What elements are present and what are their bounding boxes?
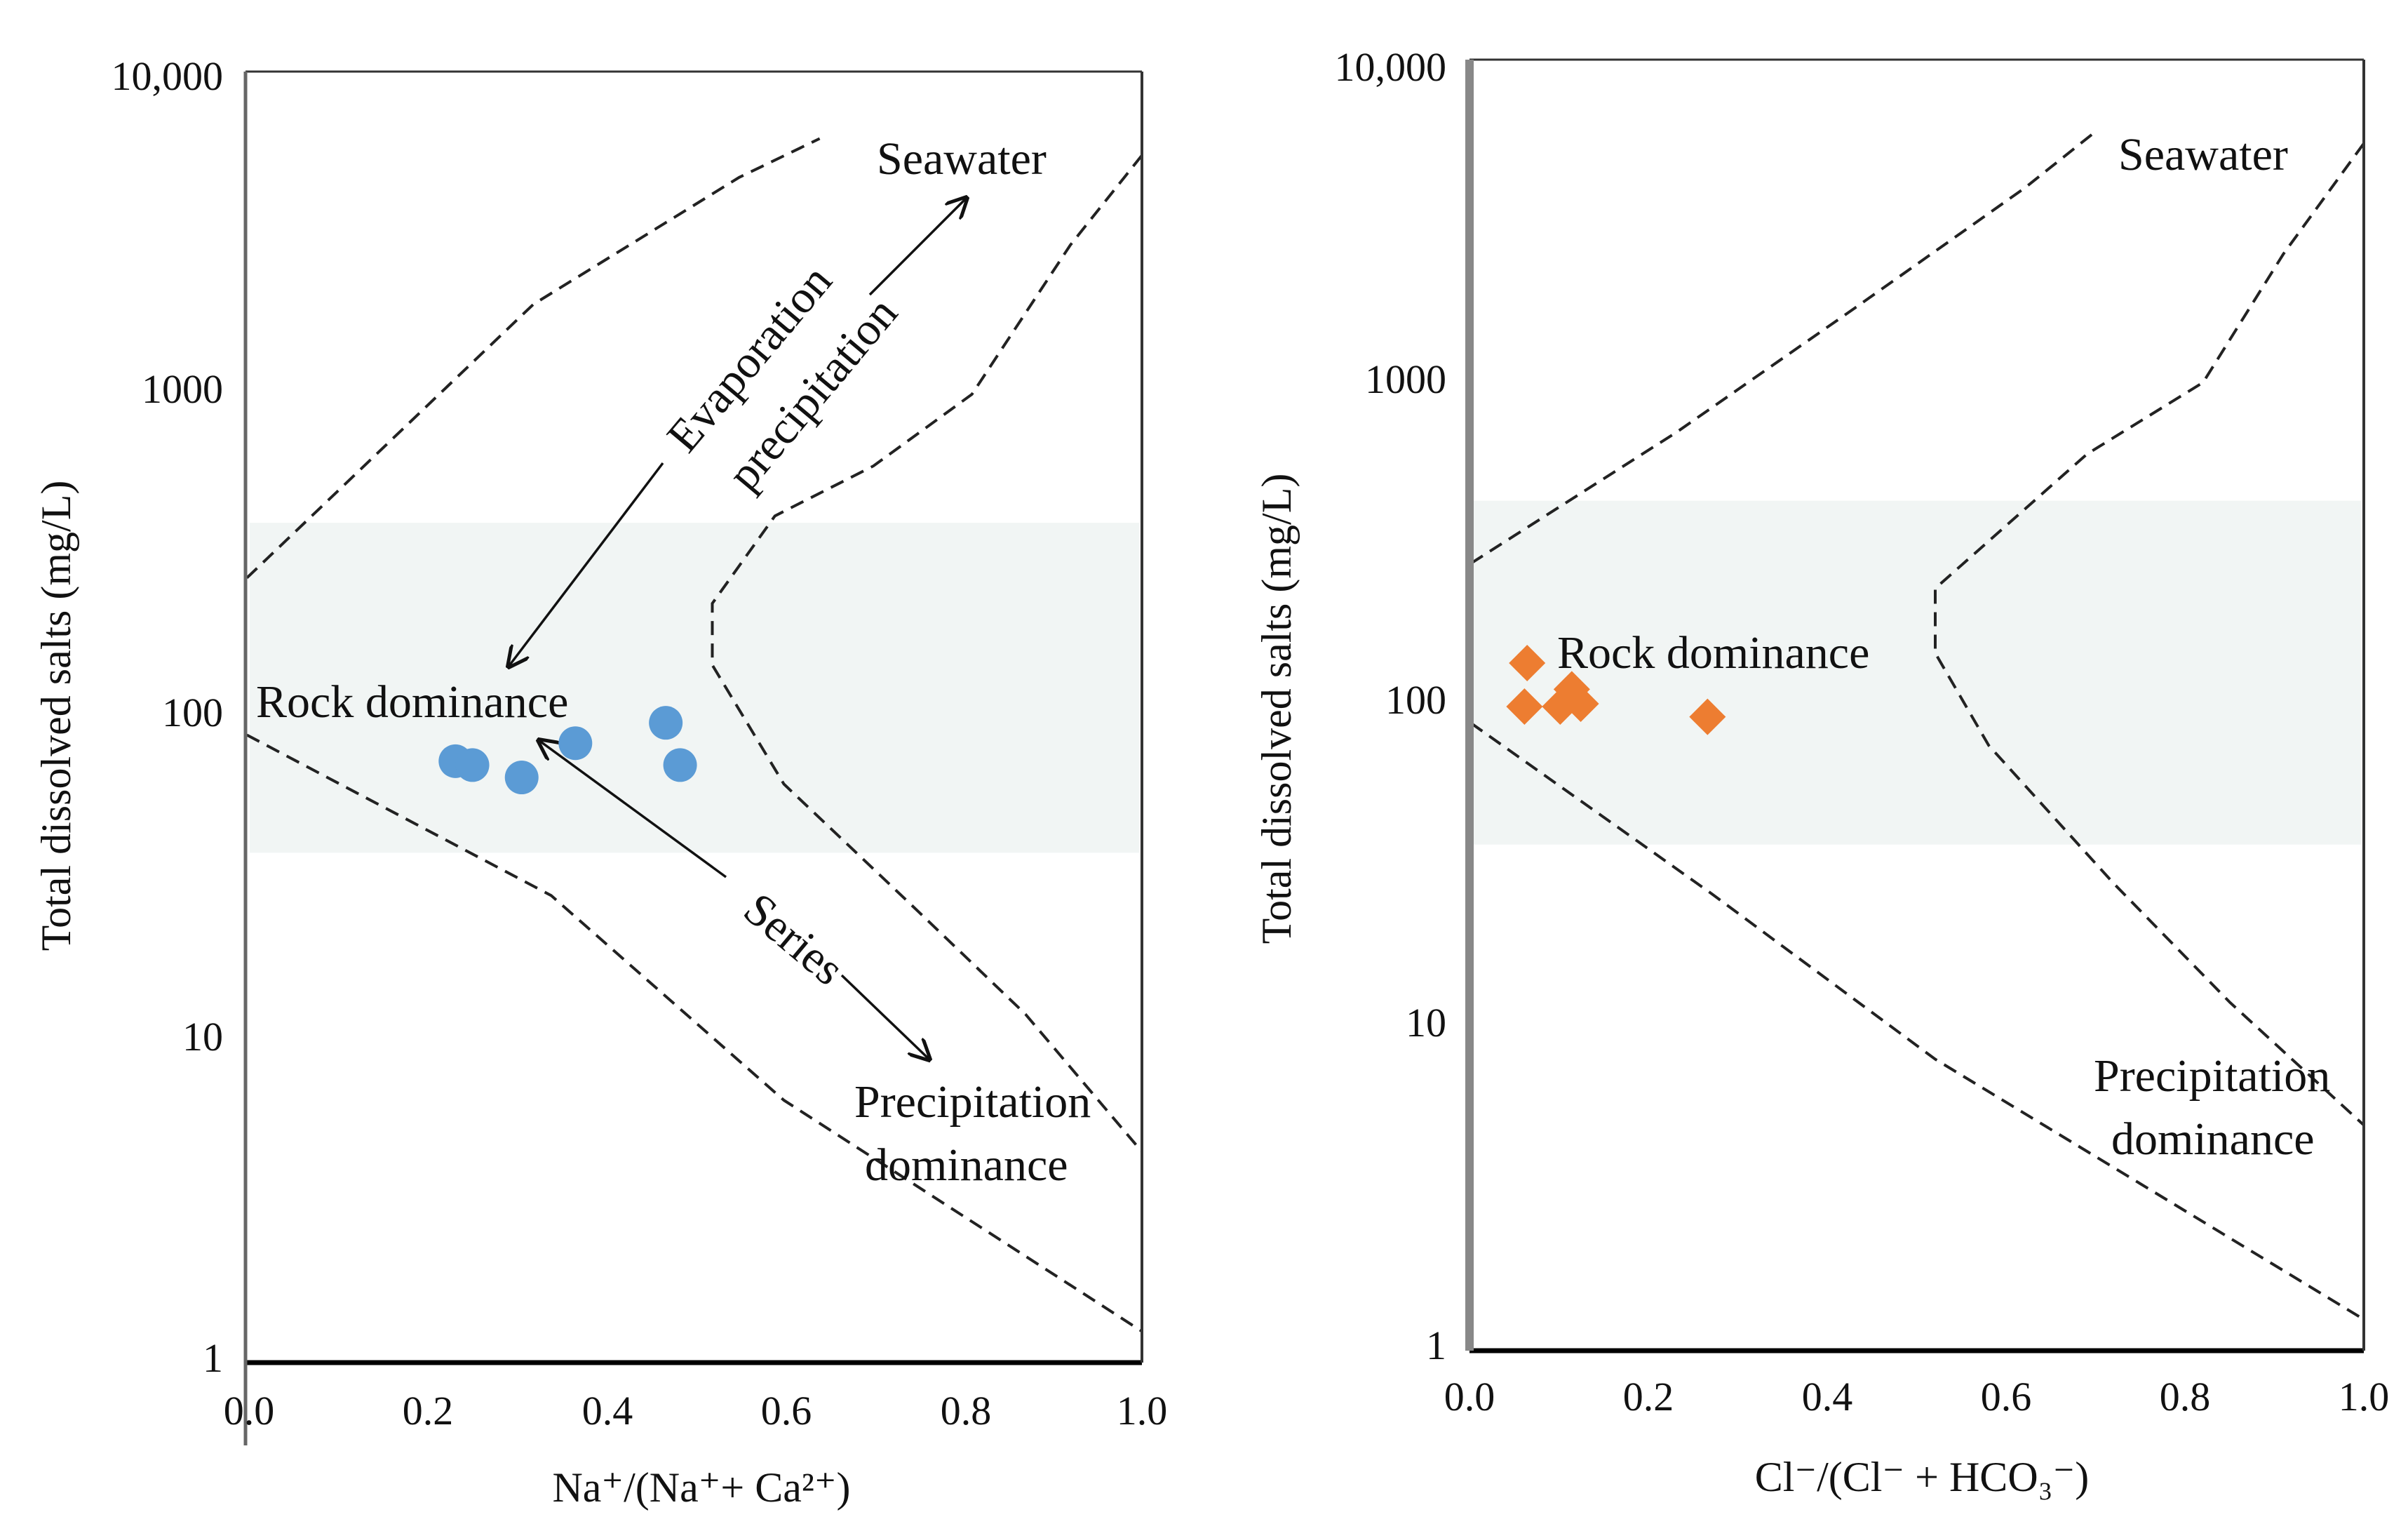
right-y-axis-title: Total dissolved salts (mg/L) xyxy=(1253,474,1300,944)
left-y-tick-label: 1 xyxy=(203,1335,223,1381)
right-x-tick-label: 0.6 xyxy=(1981,1374,2032,1419)
left-rock-dominance-label: Rock dominance xyxy=(256,676,568,728)
left-y-tick-labels: 10,000 1000 100 10 1 xyxy=(112,53,224,1381)
left-arrow-series-to-rock xyxy=(539,740,727,878)
right-y-tick-label: 10,000 xyxy=(1335,44,1447,90)
right-data-points xyxy=(1506,645,1726,735)
right-y-tick-label: 1000 xyxy=(1365,356,1446,402)
right-y-tick-label: 10 xyxy=(1406,1000,1446,1045)
left-inner-boundary xyxy=(711,154,1143,1153)
left-lower-boundary xyxy=(246,733,1143,1333)
right-gibbs-plot: 10,000 1000 100 10 1 0.0 0.2 0.4 0.6 0.8… xyxy=(1253,44,2389,1500)
left-seawater-label: Seawater xyxy=(877,133,1047,185)
left-data-point xyxy=(663,748,697,782)
right-shaded-band xyxy=(1474,500,2361,845)
left-x-tick-label: 0.6 xyxy=(761,1388,812,1433)
right-x-tick-label: 0.2 xyxy=(1623,1374,1674,1419)
right-x-axis-title: Cl⁻/(Cl⁻ + HCO₃⁻) xyxy=(1755,1454,2089,1500)
right-y-tick-labels: 10,000 1000 100 10 1 xyxy=(1335,44,1447,1368)
left-y-tick-label: 10,000 xyxy=(112,53,224,99)
right-x-tick-label: 0.4 xyxy=(1802,1374,1853,1419)
right-data-point xyxy=(1689,698,1726,735)
left-y-tick-label: 100 xyxy=(162,690,223,735)
right-inner-boundary xyxy=(1934,142,2365,1126)
left-x-tick-labels: 0.0 0.2 0.4 0.6 0.8 1.0 xyxy=(224,1388,1168,1433)
left-data-point xyxy=(504,761,539,795)
right-data-point xyxy=(1509,645,1546,682)
left-arrow-to-rock xyxy=(509,462,664,667)
right-x-tick-label: 0.0 xyxy=(1444,1374,1495,1419)
left-series-label: Series xyxy=(734,883,854,996)
left-gibbs-plot: 10,000 1000 100 10 1 0.0 0.2 0.4 0.6 0.8… xyxy=(33,53,1167,1511)
left-y-tick-label: 10 xyxy=(182,1014,223,1059)
right-seawater-label: Seawater xyxy=(2118,129,2288,180)
left-dominance-label: dominance xyxy=(865,1139,1068,1191)
right-data-point xyxy=(1506,688,1543,726)
left-upper-boundary xyxy=(245,137,821,580)
left-data-point xyxy=(558,726,593,761)
left-x-tick-label: 0.8 xyxy=(941,1388,992,1433)
left-data-point xyxy=(649,706,683,740)
right-precipitation-label: Precipitation xyxy=(2094,1050,2330,1102)
left-x-tick-label: 0.2 xyxy=(403,1388,454,1433)
right-x-tick-label: 0.8 xyxy=(2160,1374,2211,1419)
right-y-tick-label: 100 xyxy=(1385,677,1446,723)
left-x-tick-label: 1.0 xyxy=(1117,1388,1168,1433)
right-y-tick-label: 1 xyxy=(1426,1323,1446,1368)
right-x-tick-label: 1.0 xyxy=(2339,1374,2390,1419)
left-y-tick-label: 1000 xyxy=(142,366,223,412)
left-x-tick-label: 0.0 xyxy=(224,1388,275,1433)
left-shaded-band xyxy=(250,523,1139,853)
left-x-tick-label: 0.4 xyxy=(582,1388,633,1433)
right-data-point xyxy=(1562,686,1599,723)
right-x-tick-labels: 0.0 0.2 0.4 0.6 0.8 1.0 xyxy=(1444,1374,2390,1419)
right-lower-boundary xyxy=(1469,721,2365,1321)
left-y-axis-title: Total dissolved salts (mg/L) xyxy=(33,481,79,951)
right-rock-dominance-label: Rock dominance xyxy=(1557,627,1869,678)
right-dominance-label: dominance xyxy=(2111,1114,2315,1165)
left-arrow-to-seawater xyxy=(868,198,967,296)
left-x-axis-title: Na⁺/(Na⁺+ Ca²⁺) xyxy=(552,1464,850,1511)
left-data-points xyxy=(438,706,697,795)
right-upper-boundary xyxy=(1469,130,2097,565)
left-precipitation-label: Precipitation xyxy=(854,1076,1091,1128)
left-data-point xyxy=(455,748,490,782)
left-arrow-series-to-precip xyxy=(840,974,929,1059)
